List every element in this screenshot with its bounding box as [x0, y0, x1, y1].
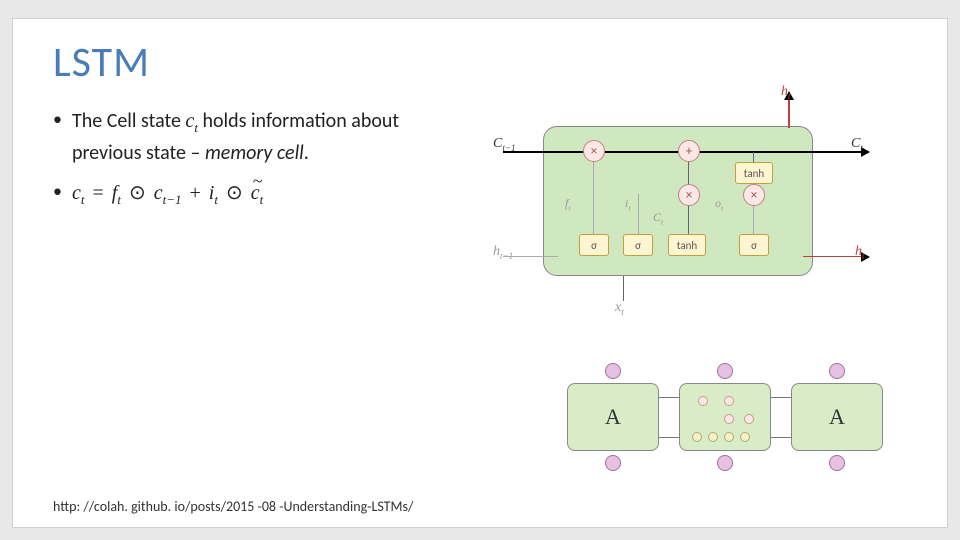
chain-link-2b [771, 437, 791, 438]
equation: ct = ft ⊙ ct−1 + it ⊙ ct [72, 178, 263, 210]
sigma-o-gate: σ [739, 234, 769, 256]
mini-op1 [698, 396, 708, 406]
text-column: The Cell state ct holds information abou… [53, 106, 433, 296]
mult-o-op: × [743, 184, 765, 206]
label-Ctilde: Ct [653, 210, 663, 226]
mini-g3 [724, 432, 734, 442]
h-top-arrow [788, 98, 790, 128]
label-h-out: ht [855, 244, 865, 261]
tanh-c-gate: tanh [668, 234, 706, 256]
x-in-line [623, 276, 624, 301]
chain-cell-1: A [567, 383, 659, 451]
label-C-in: Ct−1 [493, 136, 516, 153]
mini-op3 [724, 414, 734, 424]
sigma-f-gate: σ [579, 234, 609, 256]
mini-g2 [708, 432, 718, 442]
slide-title: LSTM [53, 37, 907, 88]
mini-op2 [724, 396, 734, 406]
bullet-2-equation: ct = ft ⊙ ct−1 + it ⊙ ct [53, 178, 433, 210]
label-x-in: xt [615, 300, 624, 317]
chain-h1 [605, 363, 621, 379]
chain-cell-3-label: A [792, 384, 882, 450]
i-line [638, 194, 639, 234]
label-o: ot [715, 196, 723, 212]
slide: LSTM The Cell state ct holds information… [12, 18, 948, 528]
mult-f-op: × [583, 140, 605, 162]
label-i: it [625, 196, 631, 212]
bullet-1: The Cell state ct holds information abou… [53, 106, 433, 168]
chain-h3 [829, 363, 845, 379]
mini-g4 [740, 432, 750, 442]
sigma-i-gate: σ [623, 234, 653, 256]
b1-prefix: The Cell state [72, 109, 185, 133]
b1-var: ct [185, 110, 198, 132]
lstm-diagram: × + × × σ σ tanh σ tanh Ct−1 Ct ht−1 ht … [493, 106, 873, 296]
b1-em: memory cell [205, 141, 304, 165]
chain-x2 [717, 455, 733, 471]
tanh-out-gate: tanh [735, 162, 773, 184]
label-f: ft [565, 196, 571, 212]
chain-cell-1-label: A [568, 384, 658, 450]
label-C-out: Ct [851, 136, 863, 153]
mini-op4 [744, 414, 754, 424]
label-h-top: ht [781, 84, 791, 101]
label-h-in: ht−1 [493, 244, 513, 261]
add-op: + [678, 140, 700, 162]
footer-link: http: //colah. github. io/posts/2015 -08… [53, 498, 413, 515]
content-row: The Cell state ct holds information abou… [53, 106, 907, 296]
chain-link-1a [659, 397, 679, 398]
chain-cell-3: A [791, 383, 883, 451]
figure-column: × + × × σ σ tanh σ tanh Ct−1 Ct ht−1 ht … [453, 106, 907, 296]
chain-x3 [829, 455, 845, 471]
chain-cell-2 [679, 383, 771, 451]
h-out-line [803, 256, 863, 257]
mult-i-op: × [678, 184, 700, 206]
mini-g1 [692, 432, 702, 442]
chain-link-2a [771, 397, 791, 398]
chain-h2 [717, 363, 733, 379]
chain-x1 [605, 455, 621, 471]
f-line [593, 152, 594, 234]
lstm-chain-diagram: A A [567, 367, 897, 467]
chain-link-1b [659, 437, 679, 438]
